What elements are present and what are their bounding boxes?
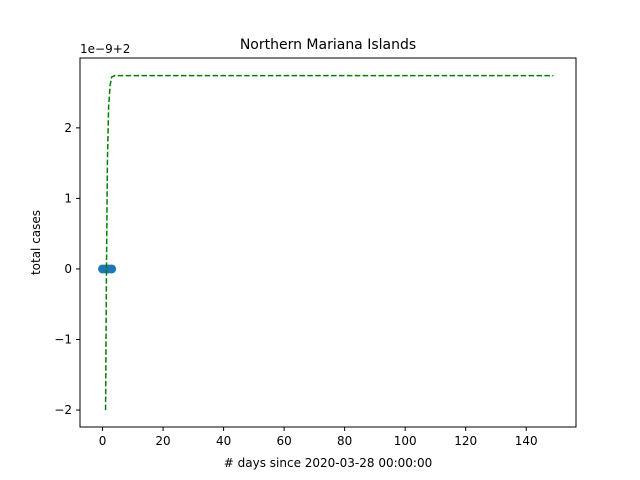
y-tick-label: 2 bbox=[64, 121, 72, 135]
x-tick-label: 80 bbox=[337, 434, 352, 448]
x-axis: 0 20 40 60 80 100 120 140 bbox=[99, 427, 538, 448]
y-tick-label: 1 bbox=[64, 191, 72, 205]
data-layer bbox=[98, 74, 554, 411]
plot-frame bbox=[79, 57, 577, 428]
y-axis: −2 −1 0 1 2 bbox=[54, 121, 80, 417]
y-offset-label: 1e−9+2 bbox=[80, 42, 130, 56]
x-tick-label: 40 bbox=[216, 434, 231, 448]
x-tick-label: 60 bbox=[276, 434, 291, 448]
x-tick-label: 140 bbox=[515, 434, 538, 448]
y-tick-label: −1 bbox=[54, 333, 72, 347]
x-tick-label: 100 bbox=[394, 434, 417, 448]
y-tick-label: 0 bbox=[64, 262, 72, 276]
plot-area bbox=[80, 58, 576, 427]
y-tick-label: −2 bbox=[54, 403, 72, 417]
y-axis-label: total cases bbox=[29, 210, 43, 275]
x-axis-label: # days since 2020-03-28 00:00:00 bbox=[224, 456, 432, 470]
x-tick-label: 0 bbox=[99, 434, 107, 448]
series-1-line bbox=[104, 74, 554, 411]
x-tick-label: 20 bbox=[155, 434, 170, 448]
series-0-point bbox=[107, 264, 117, 274]
x-tick-label: 120 bbox=[454, 434, 477, 448]
chart-title: Northern Mariana Islands bbox=[240, 37, 416, 53]
